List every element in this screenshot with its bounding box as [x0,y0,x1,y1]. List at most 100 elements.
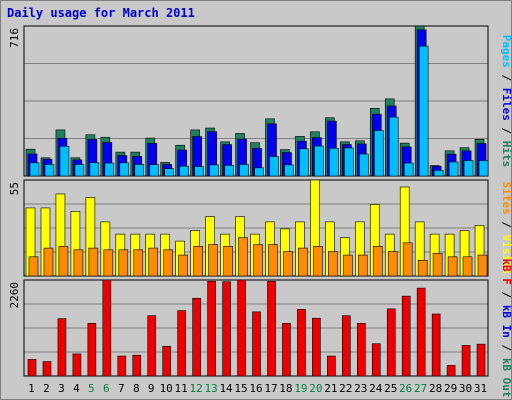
middle-bar-sites [402,242,413,277]
x-tick-label: 20 [309,382,322,395]
middle-bar-sites [103,249,114,277]
top-bar-pages [224,165,234,177]
middle-bar-sites [193,246,203,277]
middle-bar-sites [477,254,488,277]
middle-bar-sites [462,256,473,277]
top-bar-pages [418,45,429,177]
middle-bar-sites [447,256,458,277]
top-bar-pages [164,168,175,177]
right-label-part: kB In [500,305,512,338]
top-bar-pages [239,164,249,177]
right-label-part: Sites [500,182,512,215]
x-tick-label: 4 [73,382,80,395]
x-tick-label: 16 [249,382,262,395]
top-bar-pages [284,164,294,177]
middle-bar-sites [178,254,188,277]
bottom-bar-kb-f [386,308,396,377]
middle-bar-sites [372,246,383,277]
top-bar-pages [329,148,339,177]
middle-bar-sites [88,247,99,277]
bottom-bar-kb-f [192,297,201,377]
bottom-bar-kb-f [312,317,321,377]
middle-bar-sites [387,251,398,277]
middle-bar-sites [268,244,278,277]
x-tick-label: 28 [429,382,442,395]
middle-bar-sites [148,247,159,277]
x-tick-label: 23 [354,382,367,395]
middle-ymax-label: 55 [8,182,21,195]
top-bar-pages [44,164,55,177]
bottom-bar-kb-f [177,310,186,377]
bottom-bar-kb-f [342,315,351,377]
middle-bar-sites [238,237,248,277]
x-tick-label: 7 [118,382,125,395]
x-tick-label: 27 [414,382,427,395]
middle-bar-sites [163,249,174,277]
x-tick-label: 24 [369,382,383,395]
top-bar-pages [269,156,279,177]
right-label-part: kB F [500,258,512,285]
top-bar-pages [373,130,384,177]
x-tick-label: 12 [190,382,203,395]
bottom-bar-kb-f [27,359,37,377]
bottom-bar-kb-f [87,323,97,377]
top-bar-pages [478,160,489,177]
top-bar-pages [179,165,189,177]
middle-bar-sites [223,246,233,277]
top-bar-pages [74,164,85,177]
top-bar-pages [344,147,354,177]
middle-bar-sites [328,251,338,277]
x-tick-label: 2 [43,382,50,395]
middle-bar-sites [118,249,129,277]
bottom-bar-kb-f [117,355,127,377]
bottom-bar-kb-f [327,355,336,377]
top-bar-pages [89,162,100,177]
bottom-bar-kb-f [147,315,157,377]
middle-bar-sites [28,256,39,277]
bottom-bar-kb-f [446,365,456,377]
right-label-part: Hits [500,141,512,168]
bottom-bar-kb-f [401,295,411,377]
bottom-bar-kb-f [252,311,261,377]
top-bar-pages [254,167,264,177]
x-tick-label: 15 [234,382,247,395]
x-tick-label: 31 [474,382,487,395]
right-label-part: / [500,285,512,305]
x-tick-label: 22 [339,382,352,395]
top-bar-pages [134,164,145,177]
middle-bar-sites [133,249,144,277]
bottom-bar-kb-f [42,361,52,377]
x-tick-label: 14 [219,382,233,395]
right-label-part: Pages [500,35,512,68]
bottom-bar-kb-f [132,354,142,377]
bottom-ymax-label: 2260 [8,282,21,309]
middle-bar-sites [313,246,323,277]
right-label-part: / [500,215,512,235]
top-bar-pages [209,164,219,177]
x-tick-label: 25 [384,382,397,395]
bottom-bar-kb-f [57,318,67,377]
top-ymax-label: 716 [8,28,21,48]
top-bar-pages [104,162,115,177]
bottom-bar-kb-f [476,343,486,377]
right-label-part: / [500,338,512,358]
middle-bar-sites [253,244,263,277]
top-bar-pages [149,164,160,177]
bottom-bar-kb-f [222,281,231,377]
x-tick-label: 26 [399,382,412,395]
x-tick-label: 11 [175,382,188,395]
middle-bar-sites [283,251,293,277]
x-tick-label: 21 [324,382,337,395]
x-tick-label: 29 [444,382,457,395]
top-bar-pages [299,148,309,177]
middle-bar-sites [357,254,368,277]
top-bar-pages [358,153,369,177]
bottom-right-label: kB F / kB In / kB Out [500,258,512,397]
right-label-part: Visits [500,235,512,275]
x-tick-label: 5 [88,382,95,395]
right-label-part: / [500,68,512,88]
x-tick-label: 3 [58,382,65,395]
top-bar-pages [448,161,459,177]
x-tick-label: 6 [103,382,110,395]
